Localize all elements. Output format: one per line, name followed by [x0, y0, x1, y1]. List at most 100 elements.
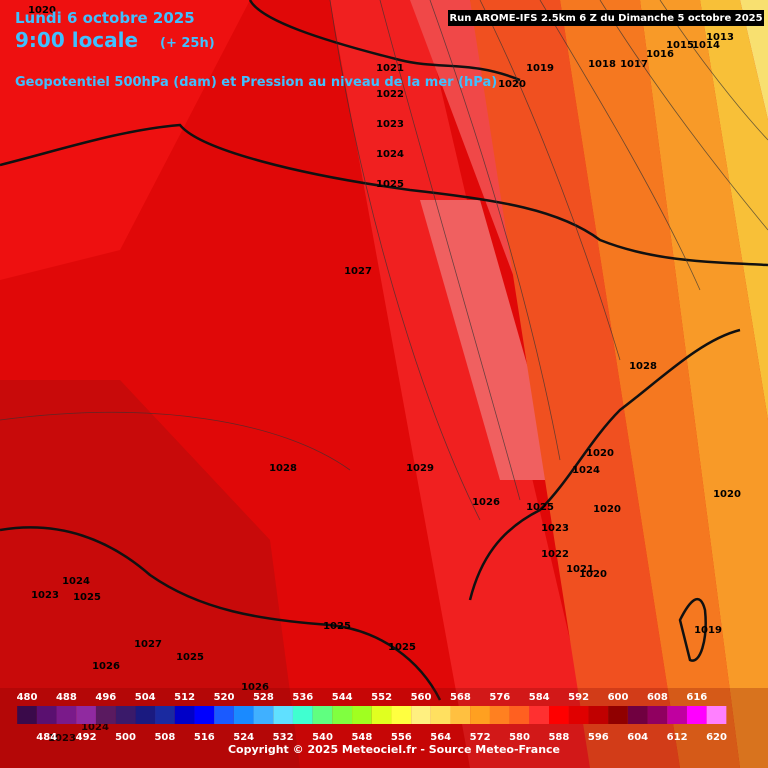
legend-label: 560 [411, 692, 432, 703]
legend-swatch [233, 706, 254, 724]
legend-swatch [430, 706, 451, 724]
subtitle: Geopotentiel 500hPa (dam) et Pression au… [15, 75, 497, 90]
isobars [0, 0, 768, 521]
legend-swatch [273, 706, 293, 724]
legend-label: 532 [273, 732, 294, 743]
legend-label: 508 [154, 732, 175, 743]
isobar-label: 1025 [323, 621, 351, 632]
isobar-label: 1029 [406, 463, 434, 474]
legend-label: 552 [371, 692, 392, 703]
legend-swatch [76, 706, 96, 724]
legend-label: 572 [470, 732, 491, 743]
legend-label: 588 [548, 732, 569, 743]
legend-swatch [214, 706, 234, 724]
legend-label: 584 [529, 692, 550, 703]
legend-label: 576 [489, 692, 510, 703]
legend-label: 504 [135, 692, 156, 703]
isobar-label: 1022 [541, 549, 569, 560]
legend-label: 616 [686, 692, 707, 703]
lead-time: (+ 25h) [160, 36, 215, 51]
date: Lundi 6 octobre 2025 [15, 9, 195, 27]
legend-label: 536 [292, 692, 313, 703]
legend-swatch [332, 706, 353, 724]
legend-swatch [135, 706, 156, 724]
legend-swatch [627, 706, 648, 724]
legend-swatch [706, 706, 727, 724]
isobar-label: 1019 [526, 63, 554, 74]
isobar-label: 1019 [694, 625, 722, 636]
legend-label: 516 [194, 732, 215, 743]
legend-swatch [450, 706, 471, 724]
isobar-label: 1021 [376, 63, 404, 74]
legend-swatch [253, 706, 274, 724]
isobar-label: 1014 [692, 40, 720, 51]
isobar-label: 1028 [629, 361, 657, 372]
isobar-label: 1023 [31, 590, 59, 601]
legend-label: 488 [56, 692, 77, 703]
isobar-label: 1026 [92, 661, 120, 672]
legend-label: 520 [214, 692, 235, 703]
legend-swatch [509, 706, 530, 724]
legend-swatch [568, 706, 589, 724]
isobar-label: 1025 [376, 179, 404, 190]
legend-swatch [608, 706, 628, 724]
legend-swatch [312, 706, 333, 724]
legend-bg [0, 688, 768, 768]
legend-swatch [667, 706, 687, 724]
legend-label: 620 [706, 732, 727, 743]
legend-label: 564 [430, 732, 451, 743]
legend-swatch [174, 706, 195, 724]
legend-swatch [194, 706, 215, 724]
legend-label: 500 [115, 732, 136, 743]
legend-swatch [155, 706, 175, 724]
run-box [448, 10, 764, 26]
isobar-label: 1020 [713, 489, 741, 500]
legend-label: 568 [450, 692, 471, 703]
isobar-label: 1025 [388, 642, 416, 653]
legend-swatch [391, 706, 412, 724]
legend-label: 580 [509, 732, 530, 743]
legend-label: 556 [391, 732, 412, 743]
isobar-label: 1015 [666, 40, 694, 51]
run-info: Run AROME-IFS 2.5km 6 Z du Dimanche 5 oc… [449, 13, 762, 24]
isobar-label: 1020 [579, 569, 607, 580]
isobar-label: 1016 [646, 49, 674, 60]
isobar-label: 1025 [526, 502, 554, 513]
legend-swatch [371, 706, 392, 724]
isobar-label: 1020 [498, 79, 526, 90]
legend-swatch [686, 706, 707, 724]
legend-swatch [588, 706, 609, 724]
legend-label: 548 [351, 732, 372, 743]
legend-swatch [56, 706, 77, 724]
isobar-label: 1026 [472, 497, 500, 508]
isobar-label: 1017 [620, 59, 648, 70]
legend-label: 612 [667, 732, 688, 743]
legend-label: 492 [76, 732, 97, 743]
isobar-label: 1020 [28, 5, 56, 16]
isobar-label: 1025 [176, 652, 204, 663]
legend-swatch [17, 706, 37, 724]
isobar-label: 1024 [572, 465, 600, 476]
isobar-label: 1023 [541, 523, 569, 534]
coastlines [0, 0, 768, 701]
legend-label: 540 [312, 732, 333, 743]
isobar-label: 1024 [81, 722, 109, 733]
legend-label: 524 [233, 732, 254, 743]
isobar-label: 1013 [706, 32, 734, 43]
legend-swatch [115, 706, 136, 724]
legend-label: 528 [253, 692, 274, 703]
copyright: Copyright © 2025 Meteociel.fr - Source M… [228, 743, 560, 756]
isobar-label: 1027 [344, 266, 372, 277]
legend-label: 592 [568, 692, 589, 703]
legend-label: 512 [174, 692, 195, 703]
legend-swatch [470, 706, 490, 724]
isobar-label: 1018 [588, 59, 616, 70]
legend-label: 600 [608, 692, 629, 703]
isobar-label: 1022 [376, 89, 404, 100]
isobar-label: 1028 [269, 463, 297, 474]
isobar-label: 1020 [593, 504, 621, 515]
legend-label: 480 [17, 692, 38, 703]
isobar-label: 1020 [586, 448, 614, 459]
